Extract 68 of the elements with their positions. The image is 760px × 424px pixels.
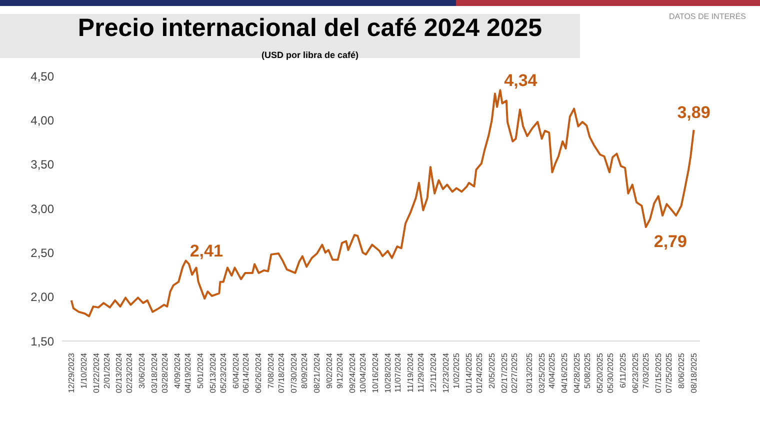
x-tick-label: 5/01/2024 <box>196 352 205 389</box>
text: DATOS DE INTERÉS <box>668 12 746 21</box>
x-tick-label: 03/18/2024 <box>150 352 160 394</box>
x-tick-label: 02/13/2024 <box>114 352 124 394</box>
x-tick-label: 9/02/2024 <box>324 352 334 389</box>
x-tick-label: 04/19/2024 <box>183 352 192 394</box>
y-tick-label: 2,00 <box>30 290 54 304</box>
x-tick-label: 1/02/2025 <box>452 352 461 389</box>
x-tick-label: 12/11/2024 <box>429 352 438 392</box>
x-tick-label: 07/25/2025 <box>664 352 674 394</box>
data-label: 2,41 <box>190 242 223 261</box>
x-tick-label: 11/29/2024 <box>416 352 426 392</box>
x-tick-label: 05/23/2024 <box>218 352 228 394</box>
x-tick-label: 7/08/2024 <box>266 352 276 389</box>
x-tick-label: 8/06/2025 <box>676 352 686 389</box>
x-tick-label: 02/23/2024 <box>125 352 134 394</box>
x-tick-label: 04/28/2025 <box>572 352 582 394</box>
x-tick-label: 06/26/2024 <box>254 352 264 394</box>
x-tick-label: 1/10/2024 <box>79 352 88 389</box>
y-tick-label: 1,50 <box>30 334 54 348</box>
x-tick-label: 08/18/2025 <box>689 352 698 394</box>
x-tick-label: 07/15/2025 <box>654 352 663 394</box>
x-tick-label: 05/13/2024 <box>208 352 218 394</box>
x-tick-label: 08/21/2024 <box>312 352 322 394</box>
y-tick-label: 2,50 <box>30 246 54 260</box>
x-tick-label: 01/24/2025 <box>474 352 484 394</box>
x-tick-label: 7/03/2025 <box>641 352 650 389</box>
y-tick-label: 4,00 <box>30 113 54 128</box>
x-tick-label: 5/08/2025 <box>583 352 592 389</box>
x-tick-label: 06/23/2025 <box>630 352 640 394</box>
x-tick-label: 09/24/2024 <box>348 352 357 394</box>
x-tick-label: 2/01/2024 <box>102 352 112 389</box>
x-tick-label: 11/07/2024 <box>394 352 403 392</box>
chart-subtitle: (USD por libra de café) <box>260 50 360 60</box>
x-tick-label: 4/04/2025 <box>548 352 557 389</box>
y-tick-label: 4,50 <box>30 69 54 84</box>
x-tick-label: 05/20/2025 <box>596 352 605 394</box>
x-tick-label: 8/09/2024 <box>300 352 309 389</box>
x-tick-label: 03/25/2025 <box>537 352 546 394</box>
x-tick-label: 6/04/2024 <box>231 352 240 389</box>
x-tick-label: 10/28/2024 <box>383 352 392 394</box>
y-tick-label: 3,50 <box>30 158 54 172</box>
y-tick-label: 3,00 <box>30 202 54 216</box>
x-tick-label: 12/23/2024 <box>442 352 451 394</box>
x-tick-label: 01/14/2025 <box>464 352 474 394</box>
data-label: 2,79 <box>654 232 687 252</box>
data-label: 4,34 <box>504 71 538 90</box>
x-tick-label: 07/30/2024 <box>290 352 299 394</box>
chart-title: Precio internacional del café 2024 2025 <box>76 14 544 43</box>
x-tick-label: 01/22/2024 <box>92 352 101 394</box>
x-tick-label: 6/11/2025 <box>618 352 628 388</box>
x-tick-label: 3/06/2024 <box>138 352 147 389</box>
data-label: 3,89 <box>677 102 710 122</box>
x-tick-label: 06/14/2024 <box>242 352 251 394</box>
x-tick-label: 12/29/2023 <box>66 352 76 394</box>
x-tick-label: 4/09/2024 <box>173 352 182 389</box>
x-tick-label: 9/12/2024 <box>335 352 344 389</box>
x-tick-label: 02/17/2025 <box>500 352 509 394</box>
x-tick-label: 02/27/2025 <box>510 352 520 394</box>
x-tick-label: 03/28/2024 <box>160 352 170 394</box>
x-tick-label: 03/13/2025 <box>524 352 534 394</box>
x-tick-label: 10/04/2024 <box>358 352 368 394</box>
x-tick-label: 2/05/2025 <box>487 352 496 389</box>
x-tick-label: 10/16/2024 <box>370 352 380 394</box>
x-tick-label: 04/16/2025 <box>560 352 570 394</box>
x-tick-label: 07/18/2024 <box>277 352 286 394</box>
x-tick-label: 05/30/2025 <box>606 352 615 394</box>
x-tick-label: 11/19/2024 <box>406 352 416 392</box>
